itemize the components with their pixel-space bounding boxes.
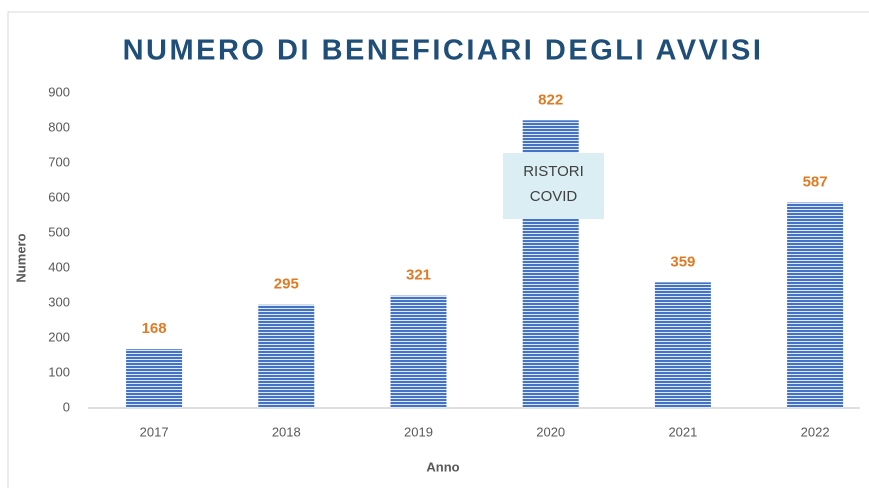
y-tick-label: 900 [48,84,70,99]
annotation-text: COVID [530,188,578,205]
bar [126,349,183,408]
data-label: 359 [670,253,695,270]
data-label: 295 [274,276,299,293]
x-tick-label: 2022 [801,424,830,439]
y-tick-label: 600 [48,189,70,204]
x-tick-label: 2020 [536,424,565,439]
annotation-text: RISTORI [523,163,584,180]
bar [390,295,447,408]
chart-title: NUMERO DI BENEFICIARI DEGLI AVVISI [123,35,764,67]
y-tick-label: 200 [48,329,70,344]
y-tick-label: 500 [48,224,70,239]
bar [787,202,844,408]
x-tick-label: 2018 [272,424,301,439]
y-tick-label: 700 [48,154,70,169]
y-tick-label: 0 [63,399,70,414]
data-label: 822 [538,91,563,108]
bar [654,282,711,408]
data-label: 168 [142,320,167,337]
y-axis-label: Numero [13,233,28,282]
annotation-box [503,153,604,219]
chart-frame [7,11,869,488]
y-tick-label: 400 [48,259,70,274]
x-tick-label: 2021 [668,424,697,439]
x-axis-label: Anno [426,459,459,474]
y-tick-label: 100 [48,364,70,379]
x-tick-label: 2019 [404,424,433,439]
y-tick-label: 800 [48,119,70,134]
x-tick-label: 2017 [140,424,169,439]
bar [258,304,315,408]
data-label: 321 [406,267,431,284]
data-label: 587 [803,174,828,191]
y-tick-label: 300 [48,294,70,309]
